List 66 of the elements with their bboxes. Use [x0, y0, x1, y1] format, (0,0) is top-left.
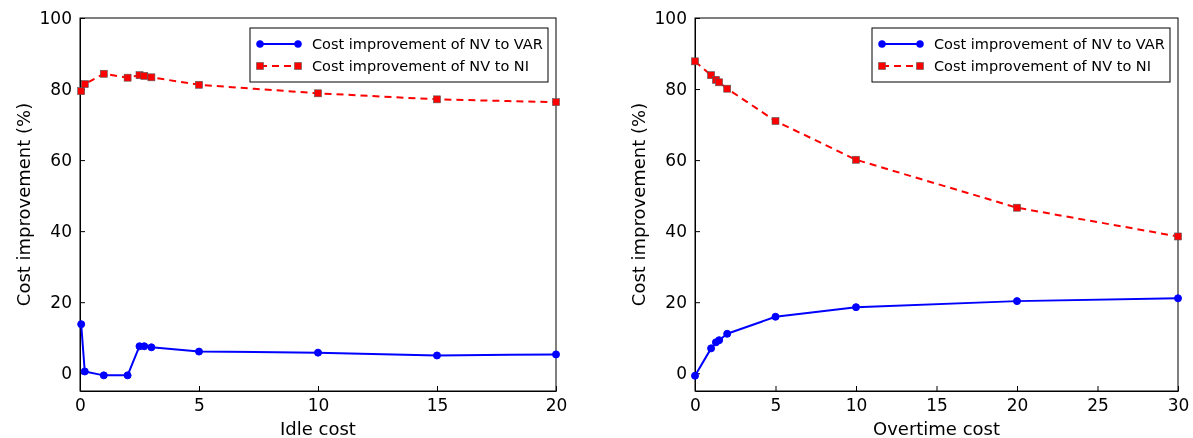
y-tick-label: 0 [676, 363, 687, 384]
y-tick-label: 60 [50, 150, 72, 171]
y-axis-title: Cost improvement (%) [628, 102, 649, 307]
legend-label: Cost improvement of NV to VAR [312, 36, 543, 52]
point [691, 371, 699, 380]
point [691, 57, 699, 66]
x-axis-title: Idle cost [280, 418, 356, 438]
x-axis-title: Overtime cost [872, 418, 1001, 438]
point [707, 344, 716, 353]
point [147, 73, 156, 82]
point [314, 348, 322, 357]
point [552, 350, 560, 359]
point [715, 336, 724, 345]
y-tick-label: 40 [50, 221, 72, 242]
y-tick-label: 20 [50, 292, 72, 313]
point [100, 69, 108, 78]
point [433, 351, 441, 360]
point [771, 312, 780, 321]
point [195, 80, 203, 89]
point [99, 371, 108, 380]
point [140, 342, 149, 351]
y-tick-label: 0 [61, 363, 72, 384]
point [77, 87, 85, 95]
legend-label: Cost improvement of NV to VAR [934, 36, 1165, 52]
point [123, 73, 132, 82]
point [80, 367, 89, 376]
legend-label: Cost improvement of NV to NI [312, 58, 529, 74]
point [140, 72, 149, 80]
y-tick-label: 80 [50, 78, 72, 99]
x-tick-label: 20 [1006, 395, 1029, 416]
point [1174, 294, 1182, 303]
x-tick-label: 10 [307, 395, 330, 416]
y-tick-label: 80 [665, 78, 687, 99]
y-tick-label: 20 [665, 292, 687, 313]
point [77, 320, 86, 329]
x-tick-label: 15 [926, 395, 948, 416]
point [723, 84, 731, 93]
y-tick-label: 60 [665, 150, 687, 171]
y-axis-title: Cost improvement (%) [13, 102, 34, 307]
point [1174, 232, 1182, 241]
point [1013, 203, 1021, 212]
point [433, 95, 441, 104]
x-tick-label: 0 [690, 395, 701, 416]
x-tick-label: 5 [770, 395, 782, 416]
point [314, 89, 322, 98]
legend-label: Cost improvement of NV to NI [934, 58, 1151, 74]
y-tick-label: 100 [654, 7, 687, 28]
x-tick-label: 0 [75, 395, 86, 416]
point [771, 117, 780, 125]
point [195, 347, 203, 356]
point [1013, 297, 1021, 306]
point [123, 371, 132, 380]
point [852, 303, 860, 312]
y-tick-label: 100 [39, 7, 72, 28]
x-tick-label: 30 [1167, 395, 1190, 416]
y-tick-label: 40 [665, 221, 687, 242]
point [723, 329, 732, 338]
point [852, 155, 860, 164]
point [147, 343, 156, 352]
x-tick-label: 10 [845, 395, 868, 416]
x-tick-label: 5 [194, 395, 205, 416]
x-tick-label: 15 [426, 395, 449, 416]
x-tick-label: 20 [545, 395, 568, 416]
point [552, 98, 560, 106]
point [80, 80, 89, 88]
x-tick-label: 25 [1087, 395, 1109, 416]
